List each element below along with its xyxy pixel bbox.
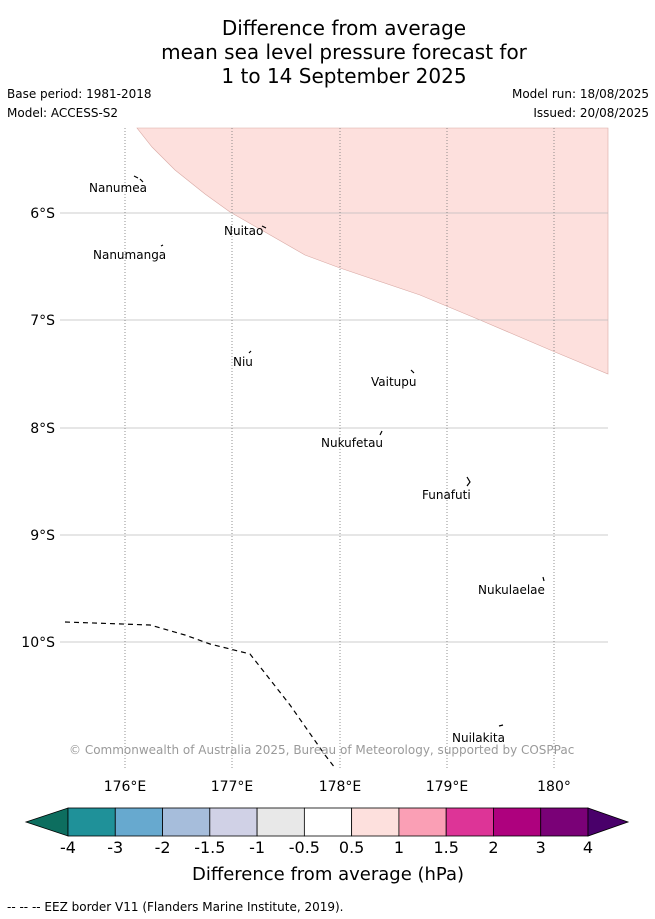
colorbar-cell [303, 807, 353, 837]
place-name: Nuilakita [452, 731, 505, 745]
eez-border [64, 621, 336, 769]
lon-label: 176°E [104, 779, 147, 795]
colorbar-cell [256, 807, 305, 837]
model-run: Model run: 18/08/2025 [511, 87, 649, 101]
lat-label: 7°S [30, 313, 55, 329]
colorbar-tick-label: -4 [60, 838, 76, 857]
island-niu [248, 350, 252, 354]
place-names: Nanumea Nuitao Nanumanga Niu Vaitupu Nuk… [89, 181, 545, 745]
island-nanumanga [160, 244, 164, 247]
island-nuitao [261, 225, 267, 229]
colorbar-cell [445, 807, 494, 837]
colorbar-cell [162, 807, 211, 837]
lon-label: 180° [537, 779, 571, 795]
place-name: Nuitao [224, 224, 263, 238]
colorbar-label: Difference from average (hPa) [192, 864, 464, 885]
colorbar-tick-label: 1.5 [433, 838, 458, 857]
lat-label: 10°S [21, 635, 55, 651]
colorbar-cell [398, 807, 447, 837]
colorbar-cell [67, 807, 116, 837]
lon-label: 177°E [211, 779, 254, 795]
colorbar-cell [114, 807, 163, 837]
lat-gridlines [60, 212, 608, 643]
lat-label: 6°S [30, 206, 55, 222]
colorbar-cell [493, 807, 542, 837]
eez-footnote: -- -- -- EEZ border V11 (Flanders Marine… [7, 900, 344, 914]
colorbar-tick-label: -3 [107, 838, 123, 857]
colorbar-tick-label: 0.5 [339, 838, 364, 857]
colorbar-tick-label: 4 [583, 838, 593, 857]
colorbar-cell [209, 807, 258, 837]
colorbar-tick-label: 1 [394, 838, 404, 857]
colorbar-tick-label: -2 [155, 838, 171, 857]
copyright-text: © Commonwealth of Australia 2025, Bureau… [69, 743, 574, 757]
lon-label: 179°E [426, 779, 469, 795]
island-marks [133, 175, 545, 727]
colorbar-ticks: -4 -3 -2 -1.5 -1 -0.5 0.5 1 1.5 2 3 4 [60, 838, 593, 857]
colorbar-tick-label: -0.5 [289, 838, 320, 857]
colorbar-extend-low [24, 807, 69, 837]
model-name: Model: ACCESS-S2 [7, 106, 119, 120]
island-nukufetau [379, 430, 383, 436]
colorbar-cell [540, 807, 589, 837]
place-name: Nanumanga [93, 248, 166, 262]
colorbar-tick-label: 3 [536, 838, 546, 857]
colorbar: -4 -3 -2 -1.5 -1 -0.5 0.5 1 1.5 2 3 4 Difference fr… [24, 807, 630, 885]
anomaly-region [136, 127, 609, 375]
lon-label: 178°E [319, 779, 362, 795]
base-period: Base period: 1981-2018 [7, 87, 152, 101]
island-nanumea [133, 175, 144, 183]
colorbar-tick-label: 2 [488, 838, 498, 857]
island-funafuti [466, 476, 471, 487]
map-panel: Nanumea Nuitao Nanumanga Niu Vaitupu Nuk… [8, 127, 609, 769]
lat-labels: 6°S 7°S 8°S 9°S 10°S [21, 206, 55, 651]
title-line-3: 1 to 14 September 2025 [221, 64, 467, 88]
lat-label: 9°S [30, 528, 55, 544]
colorbar-cell [351, 807, 400, 837]
island-vaitupu [410, 369, 415, 374]
island-nuilakita [498, 724, 504, 727]
title-line-2: mean sea level pressure forecast for [161, 40, 527, 64]
place-name: Nanumea [89, 181, 147, 195]
issued-date: Issued: 20/08/2025 [533, 106, 649, 120]
place-name: Funafuti [422, 488, 471, 502]
colorbar-tick-label: -1.5 [194, 838, 225, 857]
colorbar-cells [24, 807, 630, 837]
colorbar-tick-label: -1 [249, 838, 265, 857]
place-name: Vaitupu [371, 375, 417, 389]
place-name: Nukulaelae [478, 583, 545, 597]
place-name: Nukufetau [321, 436, 383, 450]
chart-title: Difference from average mean sea level p… [0, 16, 655, 88]
lat-label: 8°S [30, 421, 55, 437]
island-nukulaelae [542, 576, 545, 582]
colorbar-extend-high [587, 807, 630, 837]
title-line-1: Difference from average [221, 16, 467, 40]
place-name: Niu [233, 355, 253, 369]
lon-labels: 176°E 177°E 178°E 179°E 180° [104, 779, 571, 795]
